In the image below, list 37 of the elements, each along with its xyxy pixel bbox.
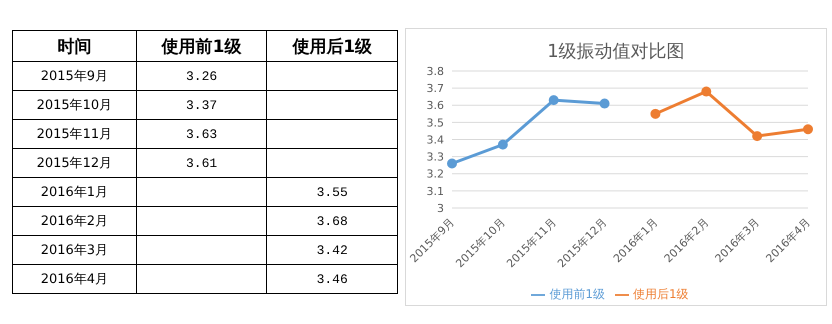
category-label: 2015年11月 (12, 120, 136, 148)
text: 使用前1级 (136, 30, 267, 62)
y-tick-label: 3.1 (426, 184, 444, 198)
data-label: 3.61 (136, 148, 267, 178)
y-tick-label: 3.7 (426, 82, 444, 96)
point (701, 86, 712, 97)
point (752, 131, 762, 142)
chart-title: 1级振动值对比图 (546, 40, 686, 64)
y-tick-label: 3.4 (426, 133, 444, 146)
category-label: 2015年9月 (12, 62, 136, 90)
category-label: 2015年12月 (12, 148, 136, 178)
category-label: 2016年1月 (12, 178, 136, 206)
point (498, 140, 508, 150)
y-tick-label: 3.5 (426, 116, 444, 130)
data-label: 3.46 (266, 264, 398, 294)
data-label: 3.63 (136, 120, 267, 148)
point (803, 124, 813, 134)
y-tick-label: 3.8 (426, 64, 444, 78)
data-label: 3.42 (266, 236, 398, 264)
y-tick-label: 3.6 (426, 99, 444, 112)
data-label: 3.26 (136, 62, 267, 90)
data-label: 3.37 (136, 90, 267, 120)
point (447, 158, 457, 168)
category-label: 2015年10月 (12, 90, 136, 120)
text: 使用后1级 (266, 30, 398, 62)
text: 时间 (12, 30, 136, 62)
legend-label: 使用后1级 (633, 287, 689, 301)
category-label: 2016年4月 (12, 264, 136, 294)
data-label: 3.55 (266, 178, 398, 206)
point (600, 98, 610, 109)
legend-label: 使用前1级 (549, 287, 605, 301)
point (650, 108, 660, 119)
y-tick-label: 3.2 (426, 168, 444, 181)
y-tick-label: 3.3 (426, 150, 444, 164)
point (548, 95, 559, 106)
y-tick-label: 3 (437, 202, 444, 215)
data-label: 3.68 (266, 206, 398, 236)
